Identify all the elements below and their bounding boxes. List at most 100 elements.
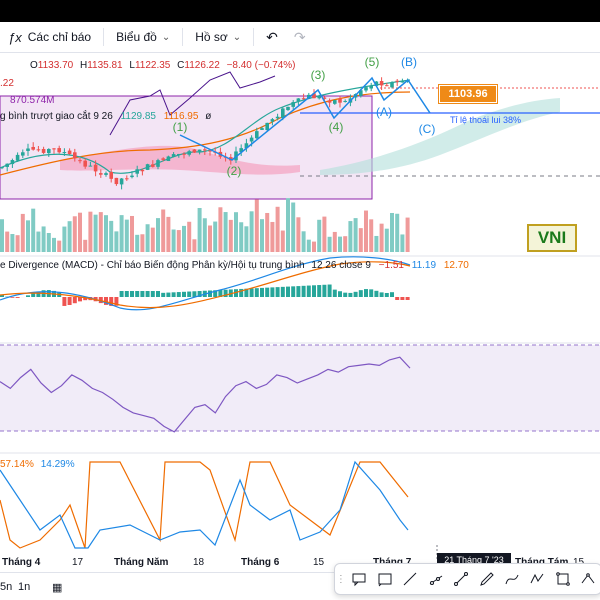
chevron-down-icon: ⌄	[161, 31, 171, 43]
candle-body	[156, 160, 160, 167]
volume-bar	[395, 213, 400, 252]
volume-bar	[166, 216, 171, 252]
note-tool-icon[interactable]	[372, 566, 397, 592]
calendar-icon[interactable]: ▦	[52, 582, 63, 594]
volume-bar	[405, 217, 410, 252]
bars-pattern-tool-icon[interactable]	[525, 566, 550, 592]
volume-bar	[358, 228, 363, 252]
line-tool-icon[interactable]	[448, 566, 473, 592]
volume-bar	[197, 208, 202, 252]
volume-bar	[202, 218, 207, 252]
candle-body	[333, 100, 337, 104]
volume-bar	[239, 222, 244, 252]
volume-value: 870.574M	[10, 95, 55, 106]
close-label: C	[177, 60, 185, 71]
macd-histogram-bar	[223, 289, 228, 297]
open-value: 1133.70	[37, 60, 74, 71]
volume-bar	[135, 234, 140, 252]
indicators-button[interactable]: ƒx Các chỉ báo	[0, 22, 99, 52]
ray-tool-icon[interactable]	[423, 566, 448, 592]
volume-bar	[343, 236, 348, 252]
candle-body	[327, 100, 332, 103]
callout-tool-icon[interactable]	[347, 566, 372, 592]
candle-body	[301, 98, 306, 100]
candle-body	[135, 169, 139, 174]
volume-bar	[213, 221, 218, 252]
time-axis-label: 18	[193, 557, 205, 568]
volume-bar	[291, 202, 296, 252]
macd-histogram-bar	[62, 297, 67, 306]
candle-body	[130, 175, 134, 178]
candle-body	[296, 98, 301, 102]
candle-body	[343, 100, 347, 102]
macd-histogram-bar	[119, 291, 124, 297]
volume-bar	[317, 219, 322, 252]
trend-line-tool-icon[interactable]	[398, 566, 423, 592]
candle-body	[21, 152, 25, 156]
macd-histogram-bar	[197, 291, 202, 297]
chart-button[interactable]: Biểu đồ ⌄	[108, 22, 178, 52]
candle-body	[369, 85, 373, 89]
hidden-icon[interactable]: ø	[205, 111, 212, 122]
pen-tool-icon[interactable]	[474, 566, 499, 592]
macd-histogram-bar	[135, 291, 140, 297]
volume-bar	[46, 233, 51, 252]
volume-bar	[244, 226, 249, 252]
macd-histogram-bar	[208, 290, 212, 297]
macd-histogram-bar	[275, 287, 280, 297]
volume-bar	[286, 198, 290, 252]
rectangle-tool-icon[interactable]	[550, 566, 575, 592]
undo-icon: ↶	[266, 28, 278, 45]
candle-body	[31, 146, 35, 150]
more-tools-icon[interactable]	[576, 566, 600, 592]
candle-body	[26, 148, 30, 151]
volume-bar	[182, 225, 186, 252]
candle-body	[187, 151, 191, 155]
range-5d-button[interactable]: 5n	[0, 581, 13, 593]
redo-button[interactable]: ↷	[286, 22, 314, 52]
volume-bar	[78, 212, 82, 252]
macd-histogram-bar	[15, 297, 20, 298]
drag-handle-icon[interactable]: ⋮	[335, 573, 346, 585]
candle-body	[62, 152, 67, 154]
macd-histogram-bar	[332, 289, 337, 297]
macd-name: e Divergence (MACD) - Chỉ báo Biến động …	[0, 260, 305, 271]
curve-tool-icon[interactable]	[499, 566, 524, 592]
volume-bar	[223, 212, 228, 252]
macd-histogram-bar	[26, 295, 30, 297]
candle-body	[41, 148, 46, 153]
macd-legend[interactable]: e Divergence (MACD) - Chỉ báo Biến động …	[0, 260, 469, 271]
candle-body	[275, 116, 280, 119]
cloud-area	[60, 145, 300, 175]
stoch-k-line	[0, 461, 409, 549]
volume-bar	[67, 221, 72, 252]
volume-bar	[140, 234, 145, 252]
volume-bar	[280, 230, 285, 252]
candle-body	[192, 149, 197, 153]
macd-histogram-bar	[234, 289, 238, 297]
macd-signal-value: 12.70	[443, 260, 469, 271]
range-1d-button[interactable]: 1n	[18, 581, 31, 593]
macd-histogram-bar	[343, 292, 348, 297]
stoch-d-value: 14.29%	[40, 459, 75, 470]
undo-button[interactable]: ↶	[258, 22, 286, 52]
candle-body	[182, 153, 186, 155]
macd-histogram-bar	[291, 286, 296, 297]
time-axis[interactable]: Tháng 4 17 Tháng Năm 18 Tháng 6 15 Tháng…	[0, 552, 600, 572]
close-value: 1126.22	[184, 60, 220, 71]
volume-bar	[171, 229, 176, 252]
macd-histogram-bar	[400, 297, 405, 300]
wave-label-3: (3)	[311, 68, 326, 82]
candle-body	[83, 160, 87, 167]
ma-params: 9 26	[93, 111, 113, 122]
volume-bar	[130, 215, 134, 252]
volume-bar	[26, 220, 30, 252]
volume-bar	[364, 210, 368, 252]
ma-legend[interactable]: g bình trượt giao cắt 9 26 1129.85 1116.…	[0, 111, 211, 122]
candle-body	[405, 80, 410, 82]
time-axis-label: Tháng Tám	[515, 557, 568, 568]
macd-histogram-bar	[145, 291, 150, 297]
profile-button[interactable]: Hồ sơ ⌄	[187, 22, 249, 52]
volume-bar	[5, 231, 10, 252]
